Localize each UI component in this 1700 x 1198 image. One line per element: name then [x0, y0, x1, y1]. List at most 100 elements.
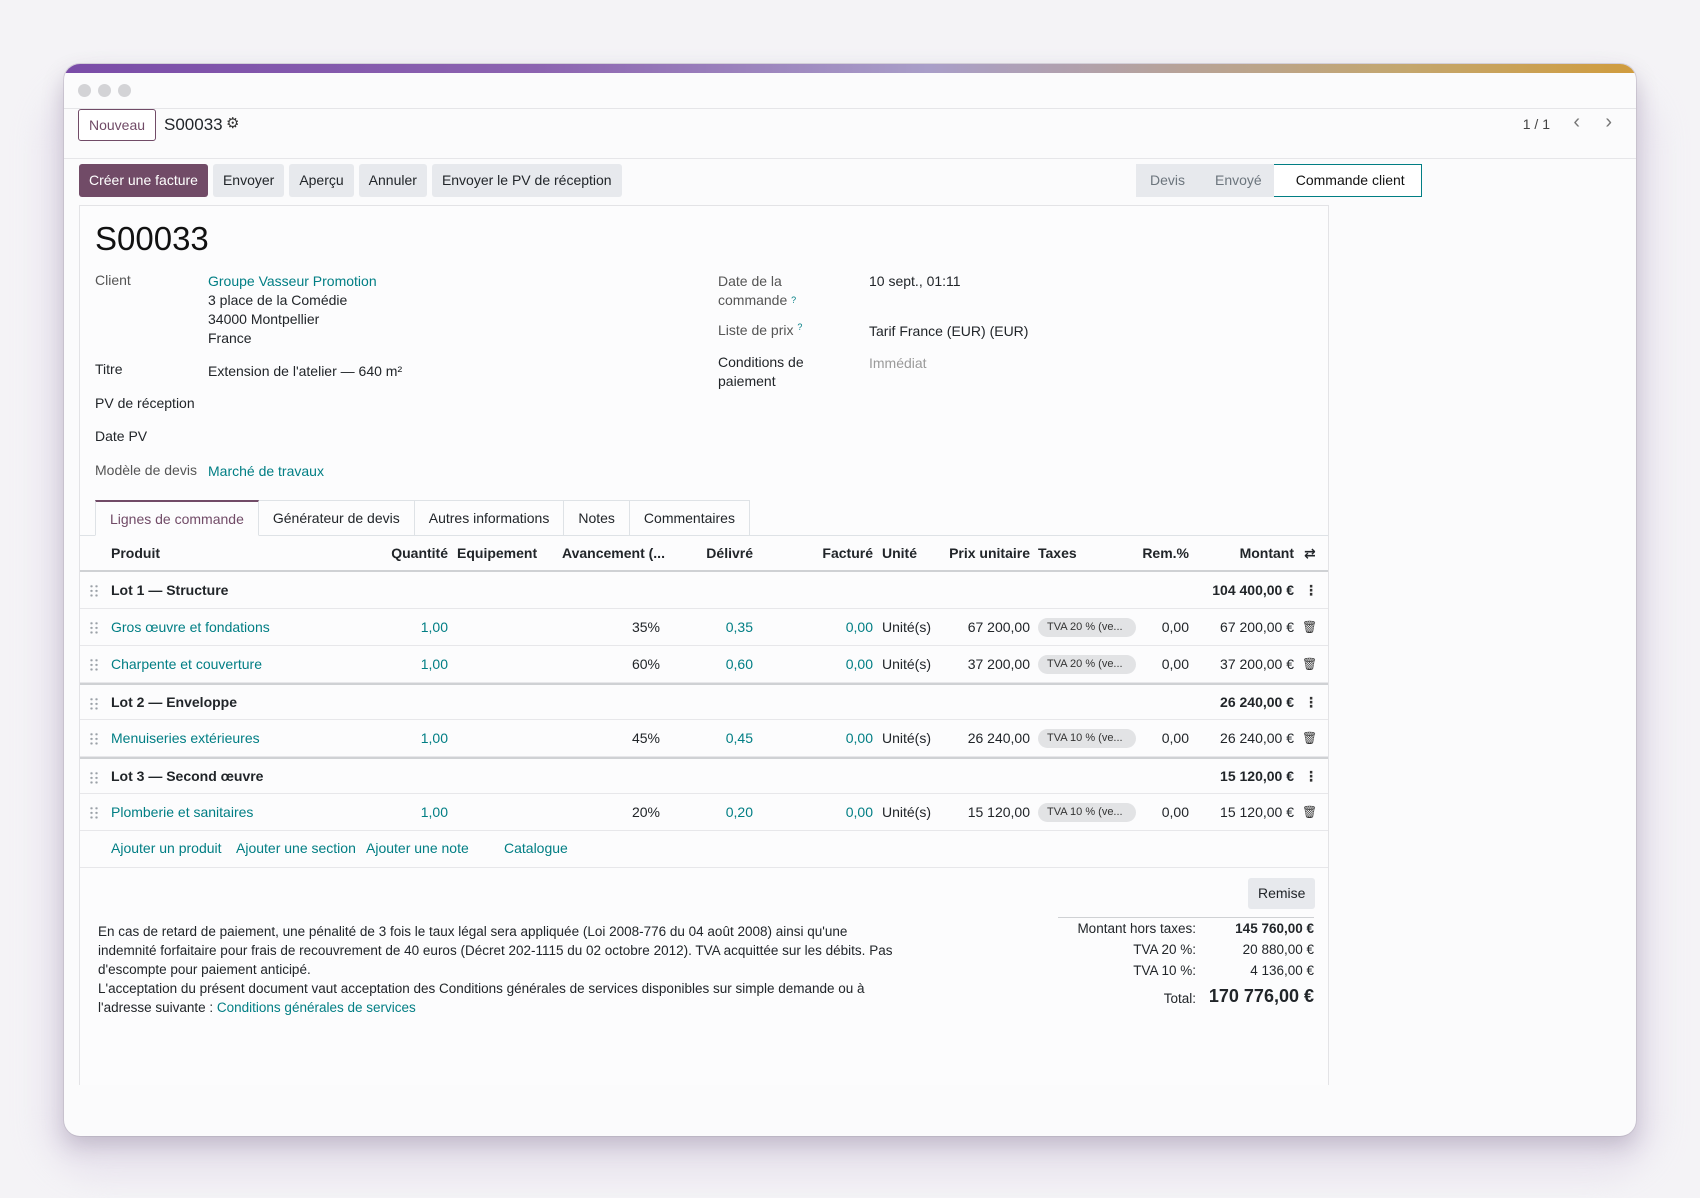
- drag-handle-icon[interactable]: [89, 658, 99, 672]
- section-row[interactable]: Lot 3 — Second œuvre 15 120,00 € ⋮: [80, 757, 1328, 794]
- add-product-link[interactable]: Ajouter un produit: [111, 840, 222, 856]
- tax-badge[interactable]: TVA 20 % (ve...: [1038, 617, 1136, 637]
- line-unit[interactable]: Unité(s): [882, 804, 932, 820]
- add-note-link[interactable]: Ajouter une note: [366, 840, 469, 856]
- line-qty[interactable]: 1,00: [420, 656, 448, 672]
- stage-envoye[interactable]: Envoyé: [1197, 164, 1274, 197]
- titre-field[interactable]: Extension de l'atelier — 640 m²: [208, 363, 403, 379]
- section-name[interactable]: Lot 3 — Second œuvre: [111, 768, 264, 784]
- col-product[interactable]: Produit: [111, 545, 160, 561]
- help-icon[interactable]: ?: [791, 295, 797, 305]
- col-unit[interactable]: Unité: [882, 545, 917, 561]
- trash-icon[interactable]: 🗑: [1302, 731, 1318, 745]
- cancel-button[interactable]: Annuler: [358, 164, 427, 197]
- line-delivered[interactable]: 0,20: [725, 804, 753, 820]
- new-button[interactable]: Nouveau: [78, 109, 157, 141]
- line-price[interactable]: 37 200,00: [967, 656, 1030, 672]
- order-date-field[interactable]: 10 sept., 01:11: [869, 273, 961, 289]
- stage-devis[interactable]: Devis: [1136, 164, 1198, 197]
- line-qty[interactable]: 1,00: [420, 730, 448, 746]
- more-options-icon[interactable]: ⋮: [1304, 581, 1318, 598]
- table-row[interactable]: Menuiseries extérieures 1,00 45% 0,45 0,…: [80, 720, 1328, 757]
- col-amount[interactable]: Montant: [1239, 545, 1294, 561]
- line-progress[interactable]: 35%: [631, 619, 660, 635]
- gear-icon[interactable]: ⚙: [226, 115, 240, 132]
- line-invoiced[interactable]: 0,00: [845, 619, 873, 635]
- optional-columns-icon[interactable]: ⇄: [1304, 544, 1316, 561]
- create-invoice-button[interactable]: Créer une facture: [79, 164, 208, 197]
- section-row[interactable]: Lot 1 — Structure 104 400,00 € ⋮: [80, 572, 1328, 609]
- tab-order-lines[interactable]: Lignes de commande: [95, 500, 259, 536]
- stage-commande-client[interactable]: Commande client: [1273, 164, 1422, 197]
- drag-handle-icon[interactable]: [89, 806, 99, 820]
- line-delivered[interactable]: 0,45: [725, 730, 753, 746]
- window-dot-close[interactable]: [78, 84, 91, 97]
- trash-icon[interactable]: 🗑: [1302, 620, 1318, 634]
- line-discount[interactable]: 0,00: [1161, 804, 1189, 820]
- line-invoiced[interactable]: 0,00: [845, 804, 873, 820]
- col-progress[interactable]: Avancement (...: [562, 545, 665, 561]
- line-invoiced[interactable]: 0,00: [845, 656, 873, 672]
- col-invoiced[interactable]: Facturé: [822, 545, 873, 561]
- catalog-link[interactable]: Catalogue: [504, 840, 568, 856]
- window-dot-maximize[interactable]: [118, 84, 131, 97]
- drag-handle-icon[interactable]: [89, 732, 99, 746]
- send-pv-button[interactable]: Envoyer le PV de réception: [431, 164, 622, 197]
- client-link[interactable]: Groupe Vasseur Promotion: [208, 273, 377, 289]
- col-taxes[interactable]: Taxes: [1038, 545, 1077, 561]
- col-qty[interactable]: Quantité: [391, 545, 448, 561]
- line-qty[interactable]: 1,00: [420, 804, 448, 820]
- line-price[interactable]: 67 200,00: [967, 619, 1030, 635]
- more-options-icon[interactable]: ⋮: [1304, 693, 1318, 710]
- line-product[interactable]: Menuiseries extérieures: [111, 730, 260, 746]
- line-discount[interactable]: 0,00: [1161, 730, 1189, 746]
- help-icon[interactable]: ?: [797, 322, 803, 332]
- drag-handle-icon[interactable]: [89, 697, 99, 711]
- tab-other-info[interactable]: Autres informations: [414, 500, 565, 536]
- line-invoiced[interactable]: 0,00: [845, 730, 873, 746]
- trash-icon[interactable]: 🗑: [1302, 805, 1318, 819]
- tab-comments[interactable]: Commentaires: [629, 500, 750, 536]
- tab-notes[interactable]: Notes: [564, 500, 630, 536]
- pricelist-field[interactable]: Tarif France (EUR) (EUR): [869, 323, 1029, 339]
- line-qty[interactable]: 1,00: [420, 619, 448, 635]
- terms-link[interactable]: Conditions générales de services: [216, 1000, 416, 1015]
- line-unit[interactable]: Unité(s): [882, 619, 932, 635]
- more-options-icon[interactable]: ⋮: [1304, 767, 1318, 784]
- tax-badge[interactable]: TVA 20 % (ve...: [1038, 654, 1136, 674]
- tax-badge[interactable]: TVA 10 % (ve...: [1038, 802, 1136, 822]
- line-progress[interactable]: 45%: [631, 730, 660, 746]
- preview-button[interactable]: Aperçu: [289, 164, 354, 197]
- line-unit[interactable]: Unité(s): [882, 656, 932, 672]
- drag-handle-icon[interactable]: [89, 621, 99, 635]
- col-equipment[interactable]: Equipement: [457, 545, 538, 561]
- col-discount[interactable]: Rem.%: [1142, 545, 1189, 561]
- window-dot-minimize[interactable]: [98, 84, 111, 97]
- drag-handle-icon[interactable]: [89, 771, 99, 785]
- pager-value[interactable]: 1 / 1: [1522, 116, 1550, 132]
- col-price[interactable]: Prix unitaire: [949, 545, 1030, 561]
- section-name[interactable]: Lot 1 — Structure: [111, 582, 229, 598]
- chevron-right-icon[interactable]: ›: [1605, 111, 1612, 133]
- line-unit[interactable]: Unité(s): [882, 730, 932, 746]
- line-price[interactable]: 15 120,00: [967, 804, 1030, 820]
- section-row[interactable]: Lot 2 — Enveloppe 26 240,00 € ⋮: [80, 683, 1328, 720]
- table-row[interactable]: Plomberie et sanitaires 1,00 20% 0,20 0,…: [80, 794, 1328, 831]
- table-row[interactable]: Gros œuvre et fondations 1,00 35% 0,35 0…: [80, 609, 1328, 646]
- line-product[interactable]: Plomberie et sanitaires: [111, 804, 254, 820]
- line-progress[interactable]: 20%: [631, 804, 660, 820]
- add-section-link[interactable]: Ajouter une section: [236, 840, 356, 856]
- tax-badge[interactable]: TVA 10 % (ve...: [1038, 728, 1136, 748]
- discount-button[interactable]: Remise: [1248, 878, 1316, 909]
- line-discount[interactable]: 0,00: [1161, 656, 1189, 672]
- line-delivered[interactable]: 0,60: [725, 656, 753, 672]
- line-product[interactable]: Gros œuvre et fondations: [111, 619, 270, 635]
- line-price[interactable]: 26 240,00: [967, 730, 1030, 746]
- line-delivered[interactable]: 0,35: [725, 619, 753, 635]
- line-product[interactable]: Charpente et couverture: [111, 656, 262, 672]
- col-delivered[interactable]: Délivré: [706, 545, 753, 561]
- table-row[interactable]: Charpente et couverture 1,00 60% 0,60 0,…: [80, 646, 1328, 683]
- payment-terms-field[interactable]: Immédiat: [869, 355, 927, 371]
- line-progress[interactable]: 60%: [631, 656, 660, 672]
- chevron-left-icon[interactable]: ‹: [1573, 111, 1580, 133]
